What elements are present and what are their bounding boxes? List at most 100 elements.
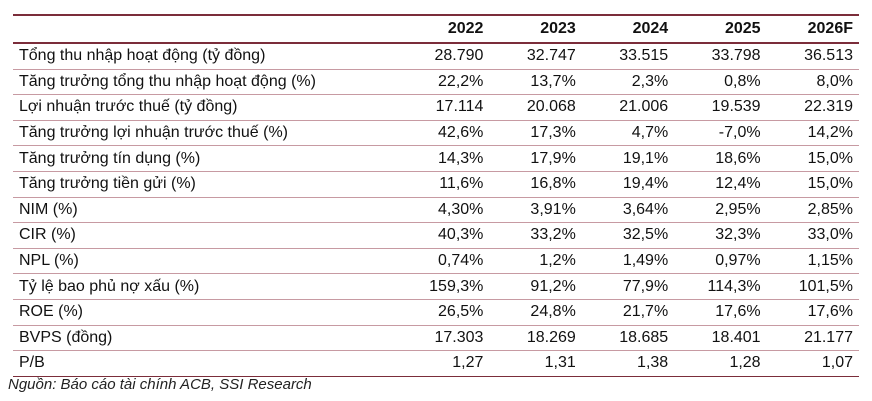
row-value: 17,9% xyxy=(489,145,582,172)
row-value: 3,91% xyxy=(489,197,582,224)
row-value: 1,49% xyxy=(581,248,675,275)
row-value: 4,7% xyxy=(581,120,675,147)
row-label: Tăng trưởng tín dụng (%) xyxy=(13,145,398,172)
row-value: 1,15% xyxy=(766,248,859,275)
table-top-rule xyxy=(13,14,859,16)
row-label: Tăng trưởng tổng thu nhập hoạt động (%) xyxy=(13,69,398,96)
row-label: Tăng trưởng tiền gửi (%) xyxy=(13,171,398,198)
row-label: P/B xyxy=(19,354,45,372)
row-value: 17.303 xyxy=(397,325,490,352)
row-value: 33.515 xyxy=(581,43,675,70)
row-value: 3,64% xyxy=(581,197,675,224)
row-value: 2,95% xyxy=(674,197,767,224)
row-value: 33,0% xyxy=(766,222,859,249)
row-label: Tổng thu nhập hoạt động (tỷ đồng) xyxy=(13,43,398,70)
row-value: 2,85% xyxy=(766,197,859,224)
row-value: 159,3% xyxy=(397,273,490,300)
table-row: BVPS (đồng) 17.303 18.269 18.685 18.401 21.17… xyxy=(13,325,859,352)
row-value: 0,74% xyxy=(397,248,490,275)
row-value: 15,0% xyxy=(766,145,859,172)
row-value: 19,1% xyxy=(581,145,675,172)
table-row: Tăng trưởng tiền gửi (%) 11,6% 16,8% 19,4% 1… xyxy=(13,171,859,198)
row-label: NPL (%) xyxy=(13,248,398,275)
row-value: 17,6% xyxy=(674,299,767,326)
header-year: 2024 xyxy=(581,16,675,44)
row-value: 18.401 xyxy=(674,325,767,352)
row-label: Tăng trưởng lợi nhuận trước thuế (%) xyxy=(13,120,398,147)
table-row: ROE (%) 26,5% 24,8% 21,7% 17,6% 17,6% xyxy=(13,299,859,326)
row-value: 33,2% xyxy=(489,222,582,249)
row-value: 14,2% xyxy=(766,120,859,147)
row-value: 1,38 xyxy=(637,354,669,372)
row-value: 91,2% xyxy=(489,273,582,300)
row-value: 40,3% xyxy=(397,222,490,249)
header-label xyxy=(13,16,398,44)
row-value: 22,2% xyxy=(397,69,490,96)
table-bottom-rule xyxy=(13,375,859,377)
row-value: 1,2% xyxy=(489,248,582,275)
row-value: 1,28 xyxy=(729,354,761,372)
row-label: ROE (%) xyxy=(13,299,398,326)
row-value: 0,97% xyxy=(674,248,767,275)
row-value: 4,30% xyxy=(397,197,490,224)
row-label: Tỷ lệ bao phủ nợ xấu (%) xyxy=(13,273,398,300)
row-value: 26,5% xyxy=(397,299,490,326)
row-value: 13,7% xyxy=(489,69,582,96)
row-value: 1,31 xyxy=(544,354,576,372)
source-note: Nguồn: Báo cáo tài chính ACB, SSI Resear… xyxy=(8,376,312,393)
row-value: 17,6% xyxy=(766,299,859,326)
table-row: Tăng trưởng tổng thu nhập hoạt động (%) 2… xyxy=(13,69,859,96)
row-value: 8,0% xyxy=(766,69,859,96)
row-value: 32,5% xyxy=(581,222,675,249)
row-label: CIR (%) xyxy=(13,222,398,249)
row-value: 18,6% xyxy=(674,145,767,172)
row-value: 1,27 xyxy=(452,354,484,372)
header-year: 2023 xyxy=(489,16,582,44)
table-row: NPL (%) 0,74% 1,2% 1,49% 0,97% 1,15% xyxy=(13,248,859,275)
row-value: 32.747 xyxy=(489,43,582,70)
row-label: NIM (%) xyxy=(13,197,398,224)
row-value: 17,3% xyxy=(489,120,582,147)
table-row: Tăng trưởng tín dụng (%) 14,3% 17,9% 19,1% 1… xyxy=(13,145,859,172)
row-value: 19.539 xyxy=(674,94,767,121)
row-label: BVPS (đồng) xyxy=(13,325,398,352)
financial-table: 2022 2023 2024 2025 2026F Tổng thu nhập … xyxy=(13,16,859,376)
row-value: 28.790 xyxy=(397,43,490,70)
row-value: 11,6% xyxy=(397,171,490,198)
table-row: NIM (%) 4,30% 3,91% 3,64% 2,95% 2,85% xyxy=(13,197,859,224)
row-value: 16,8% xyxy=(489,171,582,198)
row-value: 36.513 xyxy=(766,43,859,70)
row-value: 77,9% xyxy=(581,273,675,300)
table-row: Lợi nhuận trước thuế (tỷ đồng) 17.114 20.0… xyxy=(13,94,859,121)
row-value: 18.269 xyxy=(489,325,582,352)
row-value: 33.798 xyxy=(674,43,767,70)
header-year: 2022 xyxy=(397,16,490,44)
financial-table-container: 2022 2023 2024 2025 2026F Tổng thu nhập … xyxy=(13,14,859,377)
header-year: 2025 xyxy=(674,16,767,44)
row-label: Lợi nhuận trước thuế (tỷ đồng) xyxy=(13,94,398,121)
table-row: Tổng thu nhập hoạt động (tỷ đồng) 28.790 3… xyxy=(13,43,859,70)
row-value: 0,8% xyxy=(674,69,767,96)
row-value: 24,8% xyxy=(489,299,582,326)
table-row: Tỷ lệ bao phủ nợ xấu (%) 159,3% 91,2% 77,9%… xyxy=(13,273,859,300)
row-value: 21,7% xyxy=(581,299,675,326)
row-value: 21.006 xyxy=(581,94,675,121)
table-row: CIR (%) 40,3% 33,2% 32,5% 32,3% 33,0% xyxy=(13,222,859,249)
row-value: 20.068 xyxy=(489,94,582,121)
table-row: Tăng trưởng lợi nhuận trước thuế (%) 42,6… xyxy=(13,120,859,147)
row-value: 1,07 xyxy=(821,354,853,372)
row-value: 42,6% xyxy=(397,120,490,147)
row-value: 2,3% xyxy=(581,69,675,96)
row-value: 101,5% xyxy=(766,273,859,300)
row-value: 17.114 xyxy=(397,94,490,121)
row-value: -7,0% xyxy=(674,120,767,147)
row-value: 19,4% xyxy=(581,171,675,198)
row-value: 32,3% xyxy=(674,222,767,249)
row-value: 22.319 xyxy=(766,94,859,121)
table-row: P/B 1,27 1,31 1,38 1,28 1,07 xyxy=(13,351,859,376)
header-year: 2026F xyxy=(766,16,859,44)
row-value: 12,4% xyxy=(674,171,767,198)
row-value: 21.177 xyxy=(766,325,859,352)
row-value: 18.685 xyxy=(581,325,675,352)
table-header-row: 2022 2023 2024 2025 2026F xyxy=(13,16,859,44)
